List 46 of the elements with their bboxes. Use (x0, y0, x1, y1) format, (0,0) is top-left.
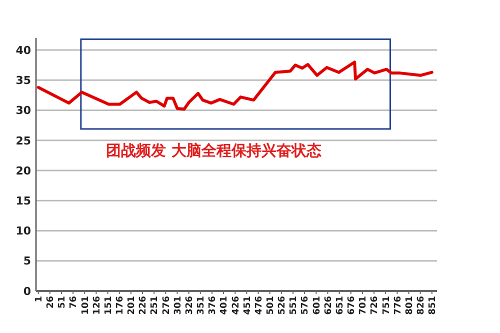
x-tick-label: 226 (138, 296, 149, 315)
y-tick-label: 0 (23, 284, 32, 298)
x-tick-label: 1 (34, 296, 44, 302)
y-tick-label: 25 (16, 134, 31, 148)
y-tick-label: 15 (16, 194, 31, 208)
x-tick-label: 651 (335, 296, 346, 315)
x-tick-label: 801 (404, 296, 415, 315)
x-tick-label: 276 (162, 296, 172, 315)
x-tick-label: 501 (266, 296, 276, 315)
x-tick-label: 376 (208, 296, 218, 315)
x-tick-label: 476 (254, 296, 264, 315)
x-tick-label: 326 (184, 296, 195, 315)
x-tick-label: 76 (69, 296, 80, 309)
y-tick-label: 5 (23, 254, 31, 268)
x-tick-label: 626 (324, 296, 334, 315)
x-tick-label: 851 (428, 296, 438, 315)
y-tick-label: 40 (16, 44, 32, 57)
line-series (36, 60, 434, 111)
x-tick-label: 451 (242, 296, 253, 315)
x-tick-label: 101 (80, 296, 91, 315)
x-tick-label: 726 (370, 296, 380, 315)
x-tick-label: 826 (416, 296, 426, 315)
x-tick-label: 201 (127, 296, 138, 315)
y-tick-label: 35 (16, 74, 31, 88)
x-tick-label: 526 (278, 296, 288, 315)
y-tick-label: 20 (16, 164, 32, 178)
x-tick-label: 701 (358, 296, 369, 315)
x-tick-label: 601 (312, 296, 322, 315)
x-tick-label: 151 (104, 296, 114, 315)
annotation: 团战频发 大脑全程保持兴奋状态 (106, 141, 322, 160)
x-tick-label: 551 (289, 296, 300, 315)
x-tick-label: 26 (46, 296, 56, 309)
x-tick-label: 251 (150, 296, 160, 315)
x-tick-label: 176 (116, 296, 126, 315)
x-tick-label: 576 (300, 296, 311, 315)
x-tick-label: 351 (196, 296, 207, 315)
y-tick-label: 10 (16, 224, 32, 238)
x-tick-label: 401 (220, 296, 230, 315)
y-tick-label: 30 (16, 104, 32, 118)
x-tick-label: 51 (58, 296, 68, 309)
x-tick-label: 676 (347, 296, 358, 315)
x-tick-label: 126 (92, 296, 102, 315)
x-tick-label: 301 (173, 296, 184, 315)
x-tick-label: 426 (231, 296, 242, 315)
x-tick-label: 776 (393, 296, 404, 315)
x-tick-label: 751 (382, 296, 392, 315)
